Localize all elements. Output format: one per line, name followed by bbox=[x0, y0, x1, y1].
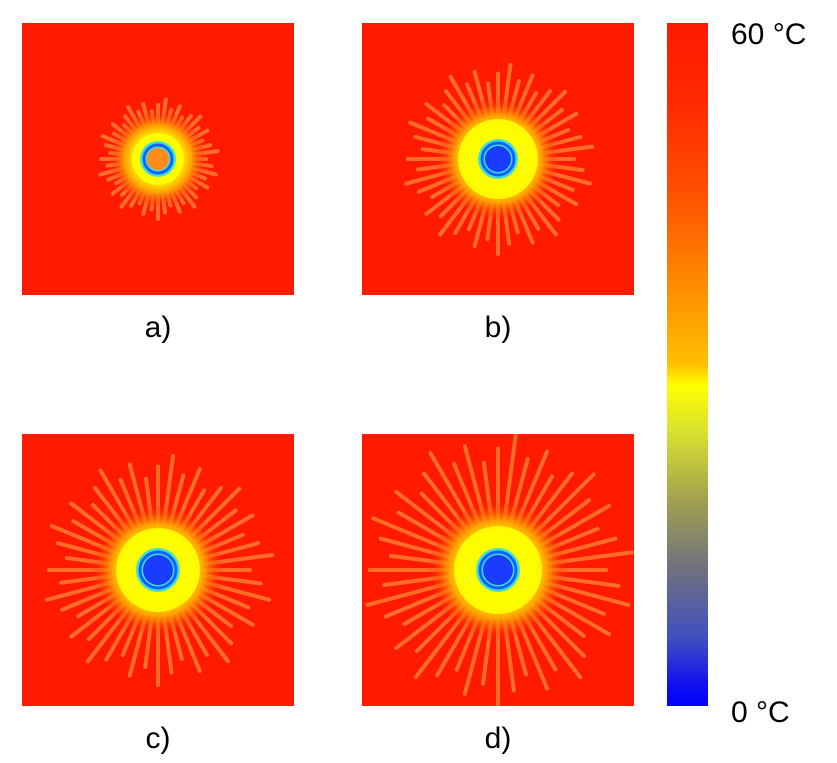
panel-d-label: d) bbox=[484, 722, 512, 755]
core bbox=[143, 555, 173, 585]
thermal-map-a bbox=[22, 23, 294, 295]
thermal-map-d bbox=[362, 434, 634, 706]
panel-b bbox=[362, 23, 634, 295]
cold-ring bbox=[480, 141, 516, 177]
thermal-map-c bbox=[22, 434, 294, 706]
panel-b-label: b) bbox=[484, 311, 512, 344]
thermal-map-b bbox=[362, 23, 634, 295]
cold-ring bbox=[138, 550, 178, 590]
cold-ring bbox=[478, 550, 518, 590]
core bbox=[147, 148, 169, 170]
core bbox=[485, 146, 511, 172]
temperature-colorbar bbox=[667, 23, 708, 706]
colorbar-min-label: 0 °C bbox=[731, 696, 790, 729]
panel-c-label: c) bbox=[145, 722, 171, 755]
panel-a-label: a) bbox=[144, 311, 172, 344]
cold-ring bbox=[142, 143, 174, 175]
panel-c bbox=[22, 434, 294, 706]
core bbox=[483, 555, 513, 585]
colorbar-max-label: 60 °C bbox=[731, 18, 807, 51]
panel-a bbox=[22, 23, 294, 295]
panel-d bbox=[362, 434, 634, 706]
